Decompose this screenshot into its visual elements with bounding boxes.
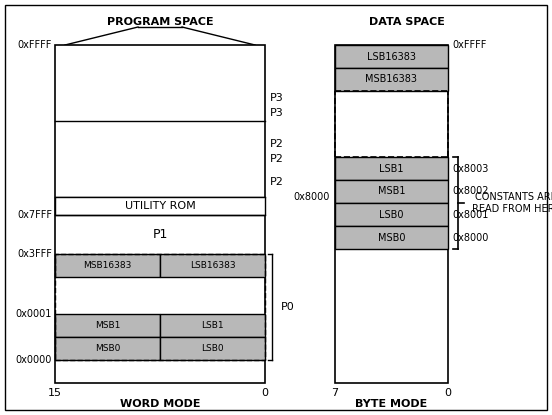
Bar bbox=[55, 197, 265, 215]
Text: 0: 0 bbox=[262, 388, 268, 398]
Text: MSB16383: MSB16383 bbox=[365, 75, 417, 85]
Text: DATA SPACE: DATA SPACE bbox=[369, 17, 444, 27]
Text: 0xFFFF: 0xFFFF bbox=[452, 40, 486, 50]
Text: 0x0000: 0x0000 bbox=[15, 355, 52, 365]
Bar bbox=[335, 157, 448, 180]
Text: 0x8003: 0x8003 bbox=[452, 164, 489, 173]
Text: LSB1: LSB1 bbox=[379, 164, 404, 173]
Text: P2: P2 bbox=[270, 154, 284, 164]
Text: P0: P0 bbox=[281, 302, 295, 312]
Text: MSB0: MSB0 bbox=[378, 232, 405, 242]
Bar bbox=[335, 68, 448, 91]
Text: LSB16383: LSB16383 bbox=[367, 51, 416, 61]
Bar bbox=[55, 337, 160, 360]
Text: 0x7FFF: 0x7FFF bbox=[17, 210, 52, 220]
Text: P1: P1 bbox=[152, 228, 168, 241]
Bar bbox=[160, 337, 265, 360]
Text: 7: 7 bbox=[331, 388, 338, 398]
Bar bbox=[335, 203, 448, 226]
Text: LSB1: LSB1 bbox=[201, 321, 224, 330]
Text: 0x8000: 0x8000 bbox=[452, 232, 489, 242]
Text: WORD MODE: WORD MODE bbox=[120, 399, 200, 409]
Text: UTILITY ROM: UTILITY ROM bbox=[125, 201, 195, 211]
Bar bbox=[55, 254, 265, 360]
Text: 0x3FFF: 0x3FFF bbox=[17, 249, 52, 259]
Text: MSB1: MSB1 bbox=[378, 186, 405, 196]
Text: MSB16383: MSB16383 bbox=[83, 261, 132, 270]
Bar bbox=[335, 226, 448, 249]
Text: 0x8002: 0x8002 bbox=[452, 186, 489, 196]
Text: P2: P2 bbox=[270, 139, 284, 149]
Text: LSB16383: LSB16383 bbox=[190, 261, 235, 270]
Bar bbox=[335, 45, 448, 383]
Text: MSB0: MSB0 bbox=[95, 344, 120, 353]
Text: P3: P3 bbox=[270, 108, 284, 118]
Text: 0x8000: 0x8000 bbox=[293, 192, 330, 202]
Bar bbox=[55, 45, 265, 383]
Text: P2: P2 bbox=[270, 177, 284, 187]
Bar bbox=[55, 254, 160, 277]
Text: P3: P3 bbox=[270, 93, 284, 103]
Bar bbox=[55, 314, 160, 337]
Text: MSB1: MSB1 bbox=[95, 321, 120, 330]
Text: 0x0001: 0x0001 bbox=[15, 309, 52, 319]
Bar bbox=[335, 180, 448, 203]
Text: 0x8001: 0x8001 bbox=[452, 210, 489, 220]
Text: 0xFFFF: 0xFFFF bbox=[18, 40, 52, 50]
Text: 15: 15 bbox=[48, 388, 62, 398]
Bar bbox=[335, 45, 448, 68]
Bar bbox=[160, 254, 265, 277]
Text: 0: 0 bbox=[444, 388, 452, 398]
Text: LSB0: LSB0 bbox=[379, 210, 404, 220]
Text: CONSTANTS ARE
READ FROM HERE: CONSTANTS ARE READ FROM HERE bbox=[472, 192, 552, 214]
Text: BYTE MODE: BYTE MODE bbox=[355, 399, 428, 409]
Text: LSB0: LSB0 bbox=[201, 344, 224, 353]
Bar bbox=[160, 314, 265, 337]
Text: PROGRAM SPACE: PROGRAM SPACE bbox=[107, 17, 213, 27]
